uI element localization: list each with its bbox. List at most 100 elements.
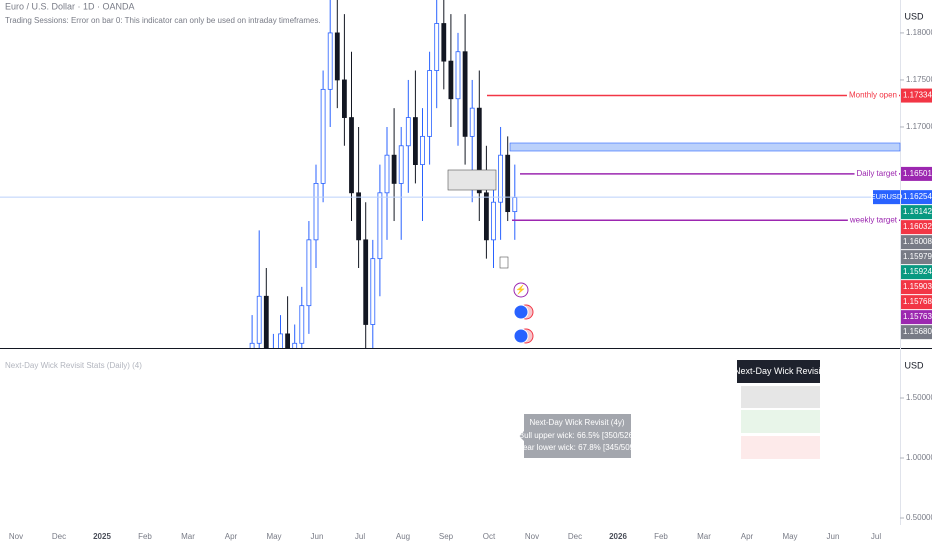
price-tag-label: 1.15763 — [903, 312, 932, 321]
table-header-cell — [737, 360, 820, 383]
x-tick-label: May — [266, 532, 281, 541]
candle-body — [476, 107, 482, 194]
candle-body — [356, 192, 362, 241]
price-tag — [901, 88, 932, 103]
table-cell — [741, 386, 820, 408]
x-tick-label: Apr — [741, 532, 754, 541]
candle-body — [292, 342, 298, 348]
x-tick-label: Jul — [871, 532, 881, 541]
price-tag-label: 1.15903 — [903, 282, 932, 291]
y-tick-label: 1.00000 — [906, 453, 932, 462]
zone-box — [509, 142, 901, 152]
indicator-title: Next-Day Wick Revisit Stats (Daily) (4) — [5, 361, 142, 370]
range-box — [447, 169, 497, 191]
x-tick-label: Dec — [52, 532, 66, 541]
level-label-bg — [854, 168, 899, 179]
currency[interactable]: USD — [904, 360, 924, 370]
y-tick-label: 1.18000 — [906, 28, 932, 37]
candle-body — [483, 192, 489, 241]
price-tag — [901, 205, 932, 220]
x-tick-label: Nov — [525, 532, 539, 541]
table-header: Next-Day Wick Revisit — [734, 366, 824, 376]
x-tick-label: 2026 — [609, 532, 627, 541]
candle-body — [249, 342, 255, 348]
price-tag — [901, 325, 932, 340]
tooltip-box — [519, 414, 631, 458]
x-tick-label: Dec — [568, 532, 582, 541]
candle-body — [285, 333, 291, 348]
price-tag-label: 1.15768 — [903, 297, 932, 306]
table-cell — [741, 410, 820, 433]
price-tag — [901, 166, 932, 181]
candle-body — [455, 51, 461, 100]
price-tag-label: 1.15924 — [903, 267, 932, 276]
candle-body — [498, 154, 504, 203]
candle-body — [462, 51, 468, 137]
candle-body — [299, 305, 305, 344]
indicator-notice: Trading Sessions: Error on bar 0: This i… — [5, 16, 321, 25]
x-tick-label: Sep — [439, 532, 454, 541]
candle-body — [341, 79, 347, 118]
table-cell — [741, 436, 820, 459]
event-icon-glyph: ⚡ — [515, 283, 526, 295]
candle-body — [320, 88, 326, 184]
symbol-title: Euro / U.S. Dollar · 1D · OANDA — [5, 1, 135, 11]
x-tick-label: Jun — [311, 532, 324, 541]
candle-body — [512, 197, 518, 213]
x-tick-label: Aug — [396, 532, 410, 541]
candle-body — [469, 107, 475, 137]
candle-body — [441, 23, 447, 62]
y-tick-label: 0.50000 — [906, 513, 932, 522]
price-tag — [901, 295, 932, 310]
candle-body — [370, 258, 376, 325]
x-tick-label: Oct — [483, 532, 496, 541]
price-tag-label: 1.15680 — [903, 327, 932, 336]
tooltip-title: Next-Day Wick Revisit (4y) — [529, 418, 624, 427]
level-label: Monthly open — [849, 91, 897, 100]
price-tag-label: 1.15979 — [903, 252, 932, 261]
candle-body — [434, 23, 440, 71]
event-icon[interactable] — [513, 304, 529, 320]
candle-body — [256, 295, 262, 344]
symbol-tag — [873, 190, 900, 205]
x-tick-label: Mar — [181, 532, 195, 541]
candle-body — [448, 60, 454, 100]
level-label: Daily target — [857, 169, 898, 178]
price-tag-label: 1.17334 — [903, 91, 932, 100]
price-tag-label: 1.16008 — [903, 237, 932, 246]
level-label: weekly target — [849, 215, 898, 224]
candle-body — [391, 154, 397, 184]
candle-body — [427, 70, 433, 137]
price-tag — [901, 250, 932, 265]
price-tag — [901, 265, 932, 280]
range-box — [499, 256, 509, 269]
x-tick-label: Feb — [138, 532, 152, 541]
x-tick-label: Jun — [827, 532, 840, 541]
y-tick-label: 1.17000 — [906, 122, 932, 131]
candle-body — [405, 117, 411, 147]
level-label-bg — [846, 90, 899, 101]
candle-body — [377, 192, 383, 260]
event-icon[interactable] — [513, 328, 529, 344]
currency[interactable]: USD — [904, 11, 924, 21]
symbol-tag-label: EURUSD — [871, 192, 903, 201]
price-tag — [901, 235, 932, 250]
x-tick-label: Mar — [697, 532, 711, 541]
price-tag-label: 1.16501 — [903, 169, 932, 178]
candle-body — [349, 117, 354, 194]
candle-body — [278, 333, 283, 348]
price-tag — [901, 190, 932, 205]
candle-body — [327, 32, 333, 90]
candle-body — [263, 295, 269, 348]
price-tag — [901, 310, 932, 325]
x-tick-label: Apr — [225, 532, 238, 541]
level-label-bg — [847, 215, 899, 226]
candle-body — [334, 32, 340, 81]
event-icon[interactable] — [513, 282, 529, 298]
price-tag — [901, 280, 932, 295]
y-tick-label: 1.50000 — [906, 393, 932, 402]
x-tick-label: Jul — [355, 532, 365, 541]
candle-body — [384, 154, 390, 194]
